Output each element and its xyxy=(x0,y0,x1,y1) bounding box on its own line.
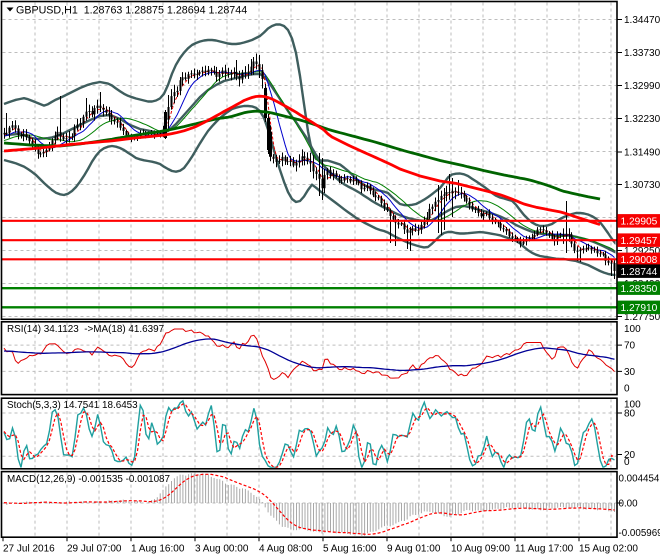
svg-text:10 Aug 09:00: 10 Aug 09:00 xyxy=(451,544,510,555)
svg-text:1.33730: 1.33730 xyxy=(624,48,660,59)
svg-text:100: 100 xyxy=(624,400,641,411)
svg-text:1.29457: 1.29457 xyxy=(621,236,658,247)
svg-text:1.27910: 1.27910 xyxy=(621,303,658,314)
svg-text:0: 0 xyxy=(624,384,630,395)
svg-text:-0.005969: -0.005969 xyxy=(619,528,660,539)
svg-text:1.31490: 1.31490 xyxy=(624,148,660,159)
svg-text:RSI(14) 34.1123 ->MA(18) 41.6: RSI(14) 34.1123 ->MA(18) 41.6397 xyxy=(7,324,164,335)
svg-text:1.32230: 1.32230 xyxy=(624,114,660,125)
svg-text:1.34470: 1.34470 xyxy=(624,15,660,26)
svg-text:1.28350: 1.28350 xyxy=(621,284,658,295)
svg-text:1 Aug 16:00: 1 Aug 16:00 xyxy=(131,544,185,555)
svg-text:1.29008: 1.29008 xyxy=(621,255,658,266)
svg-text:Stoch(5,3,3) 14.7541 18.6453: Stoch(5,3,3) 14.7541 18.6453 xyxy=(7,400,138,411)
svg-text:27 Jul 2016: 27 Jul 2016 xyxy=(3,544,55,555)
svg-text:MACD(12,26,9) -0.001535 -0.001: MACD(12,26,9) -0.001535 -0.001087 xyxy=(7,474,170,485)
svg-text:9 Aug 01:00: 9 Aug 01:00 xyxy=(387,544,441,555)
svg-text:1.29250: 1.29250 xyxy=(624,246,660,257)
svg-text:80: 80 xyxy=(624,409,636,420)
svg-text:30: 30 xyxy=(624,367,636,378)
svg-text:1.32990: 1.32990 xyxy=(624,81,660,92)
svg-text:11 Aug 17:00: 11 Aug 17:00 xyxy=(515,544,574,555)
svg-text:15 Aug 02:00: 15 Aug 02:00 xyxy=(579,544,638,555)
svg-text:20: 20 xyxy=(624,450,636,461)
svg-text:1.27750: 1.27750 xyxy=(624,312,660,323)
svg-text:29 Jul 07:00: 29 Jul 07:00 xyxy=(67,544,122,555)
svg-text:3 Aug 00:00: 3 Aug 00:00 xyxy=(195,544,249,555)
svg-text:70: 70 xyxy=(624,341,636,352)
svg-text:GBPUSD,H1 1.28763 1.28875 1.2: GBPUSD,H1 1.28763 1.28875 1.28694 1.2874… xyxy=(16,4,247,16)
svg-text:100: 100 xyxy=(624,324,641,335)
svg-text:1.30730: 1.30730 xyxy=(624,180,660,191)
svg-text:0: 0 xyxy=(624,457,630,468)
svg-text:4 Aug 08:00: 4 Aug 08:00 xyxy=(259,544,313,555)
svg-text:0.004454: 0.004454 xyxy=(619,474,660,485)
svg-text:1.28744: 1.28744 xyxy=(621,267,658,278)
svg-text:1.29905: 1.29905 xyxy=(621,217,658,228)
svg-text:5 Aug 16:00: 5 Aug 16:00 xyxy=(323,544,377,555)
svg-text:0.00: 0.00 xyxy=(619,499,639,510)
